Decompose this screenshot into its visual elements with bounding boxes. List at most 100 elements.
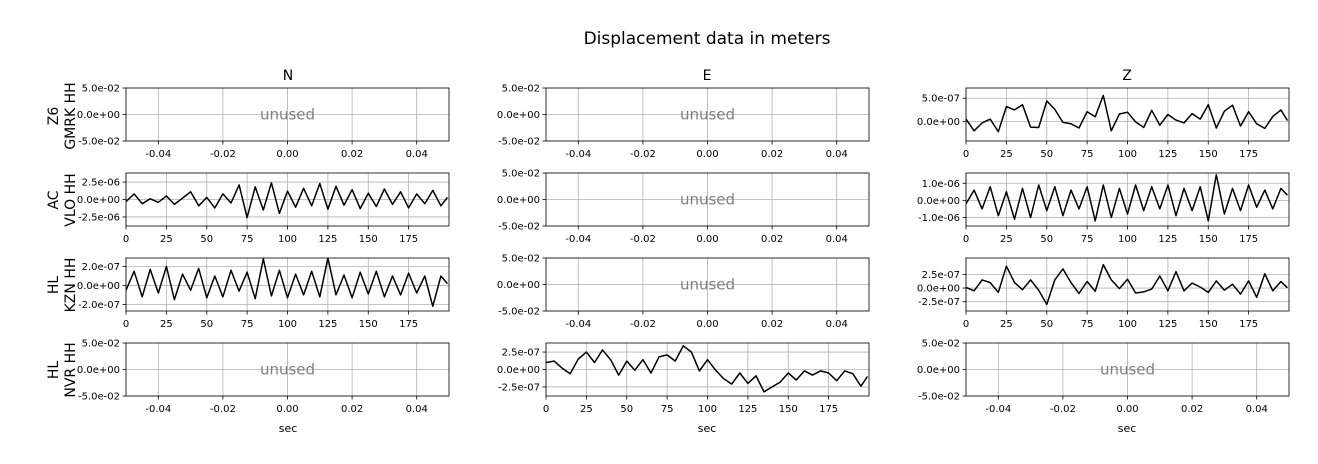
row-label-2-station: KZN HH xyxy=(63,258,79,313)
y-tick-label: 2.5e-06 xyxy=(82,178,120,189)
waveform-trace xyxy=(546,345,869,393)
x-tick-label: 0 xyxy=(123,319,129,330)
x-tick-label: 0 xyxy=(123,234,129,245)
x-tick-label: 150 xyxy=(1199,319,1218,330)
x-tick-label: 100 xyxy=(1118,234,1137,245)
x-tick-label: 0.00 xyxy=(696,149,718,160)
y-tick-label: 5.0e-07 xyxy=(922,94,960,105)
unused-label: unused xyxy=(680,191,735,209)
x-tick-label: 0.04 xyxy=(406,149,428,160)
x-tick-label: 25 xyxy=(1000,319,1013,330)
x-tick-label: 0.02 xyxy=(761,234,783,245)
subplot-r0-e: unused -0.04 -0.02 0.00 0.02 0.04 5.0e-02 0.0e+… xyxy=(497,84,870,160)
x-tick-label: 0.02 xyxy=(761,319,783,330)
y-tick-label: -2.5e-07 xyxy=(918,297,960,308)
x-tick-label: -0.02 xyxy=(630,319,656,330)
y-tick-label: -5.0e-02 xyxy=(78,392,120,403)
waveform-trace xyxy=(966,263,1288,306)
x-tick-label: 150 xyxy=(1199,149,1218,160)
row-label-2: HL KZN HH xyxy=(46,258,79,313)
subplot-r1-e: unused -0.04 -0.02 0.00 0.02 0.04 5.0e-02 0.0e+… xyxy=(497,169,870,245)
x-tick-label: -0.04 xyxy=(565,149,591,160)
x-tick-label: 100 xyxy=(1118,149,1137,160)
x-tick-label: 0.02 xyxy=(761,149,783,160)
y-tick-label: -2.5e-06 xyxy=(78,212,120,223)
x-tick-label: 0 xyxy=(963,234,969,245)
x-tick-label: 175 xyxy=(1239,319,1258,330)
row-label-1-network: AC xyxy=(46,190,62,209)
subplot-r3-z: unused -0.04 -0.02 0.00 0.02 0.04 5.0e-02 0.0e+… xyxy=(917,339,1290,415)
x-tick-label: -0.04 xyxy=(145,149,171,160)
y-tick-label: 5.0e-02 xyxy=(502,169,540,180)
x-tick-label: 50 xyxy=(200,234,213,245)
row-label-0-station: GMRK HH xyxy=(63,82,79,149)
waveform-trace xyxy=(966,94,1289,133)
x-tick-label: -0.04 xyxy=(145,404,171,415)
x-tick-label: 25 xyxy=(1000,234,1013,245)
x-tick-label: 125 xyxy=(318,319,337,330)
unused-label: unused xyxy=(260,106,315,124)
y-tick-label: 5.0e-02 xyxy=(922,339,960,350)
waveform-trace xyxy=(126,182,448,219)
x-tick-label: 25 xyxy=(160,319,173,330)
x-tick-label: 150 xyxy=(359,234,378,245)
y-tick-label: 0.0e+00 xyxy=(497,110,540,121)
subplot-r3-n: unused -0.04 -0.02 0.00 0.02 0.04 5.0e-02 0.0e+… xyxy=(77,339,450,415)
y-tick-label: 0.0e+00 xyxy=(917,284,960,295)
waveform-trace xyxy=(126,258,448,308)
x-tick-label: 75 xyxy=(241,234,254,245)
x-tick-label: 0.04 xyxy=(826,149,848,160)
x-tick-label: 0 xyxy=(963,149,969,160)
y-tick-label: 0.0e+00 xyxy=(917,117,960,128)
x-tick-label: 150 xyxy=(779,404,798,415)
waveform-trace xyxy=(966,173,1288,222)
x-tick-label: 175 xyxy=(399,319,418,330)
row-label-0-network: Z6 xyxy=(46,107,62,126)
x-tick-label: 125 xyxy=(318,234,337,245)
x-tick-label: -0.04 xyxy=(565,319,591,330)
column-title-e: E xyxy=(703,68,712,84)
x-tick-label: 0.02 xyxy=(1181,404,1203,415)
x-tick-label: 125 xyxy=(1158,234,1177,245)
x-tick-label: 0.00 xyxy=(276,149,298,160)
y-tick-label: -5.0e-02 xyxy=(78,137,120,148)
x-tick-label: 100 xyxy=(278,234,297,245)
x-tick-label: 75 xyxy=(661,404,674,415)
y-tick-label: -5.0e-02 xyxy=(498,307,540,318)
y-tick-label: -5.0e-02 xyxy=(918,392,960,403)
y-tick-label: 5.0e-02 xyxy=(82,339,120,350)
subplot-r3-e: 0 25 50 75 100 125 150 175 2.5e-07 0.0e+00 -2.5e-0… xyxy=(497,342,870,415)
x-tick-label: -0.04 xyxy=(985,404,1011,415)
x-tick-label: -0.02 xyxy=(630,234,656,245)
x-tick-label: 0.02 xyxy=(341,149,363,160)
y-tick-label: 0.0e+00 xyxy=(497,365,540,376)
x-axis-label-z: sec xyxy=(1118,422,1137,435)
x-tick-label: 0.04 xyxy=(406,404,428,415)
x-tick-label: 0.00 xyxy=(1116,404,1138,415)
x-tick-label: 50 xyxy=(620,404,633,415)
x-tick-label: 125 xyxy=(1158,149,1177,160)
subplot-r0-n: unused -0.04 -0.02 0.00 0.02 0.04 5.0e-02 0.0e+… xyxy=(77,84,450,160)
x-tick-label: 0.00 xyxy=(276,404,298,415)
x-tick-label: 175 xyxy=(1239,234,1258,245)
y-tick-label: 0.0e+00 xyxy=(917,196,960,207)
x-tick-label: -0.02 xyxy=(210,404,236,415)
row-label-0: Z6 GMRK HH xyxy=(46,82,79,149)
y-tick-label: 2.0e-07 xyxy=(82,262,120,273)
column-title-z: Z xyxy=(1122,68,1132,84)
x-tick-label: -0.02 xyxy=(1050,404,1076,415)
x-tick-label: 50 xyxy=(200,319,213,330)
x-tick-label: -0.02 xyxy=(210,149,236,160)
subplot-r0-z: 0 25 50 75 100 125 150 175 5.0e-07 0.0e+00 xyxy=(917,87,1290,160)
x-tick-label: 100 xyxy=(1118,319,1137,330)
x-tick-label: 0 xyxy=(963,319,969,330)
y-tick-label: -5.0e-02 xyxy=(498,222,540,233)
x-tick-label: 75 xyxy=(241,319,254,330)
x-tick-label: 175 xyxy=(819,404,838,415)
subplot-grid: unused -0.04 -0.02 0.00 0.02 0.04 5.0e-02 0.0e+… xyxy=(77,84,1290,415)
unused-label: unused xyxy=(680,276,735,294)
x-tick-label: 0.00 xyxy=(696,319,718,330)
row-label-2-network: HL xyxy=(46,276,62,295)
y-tick-label: -1.0e-06 xyxy=(918,213,960,224)
